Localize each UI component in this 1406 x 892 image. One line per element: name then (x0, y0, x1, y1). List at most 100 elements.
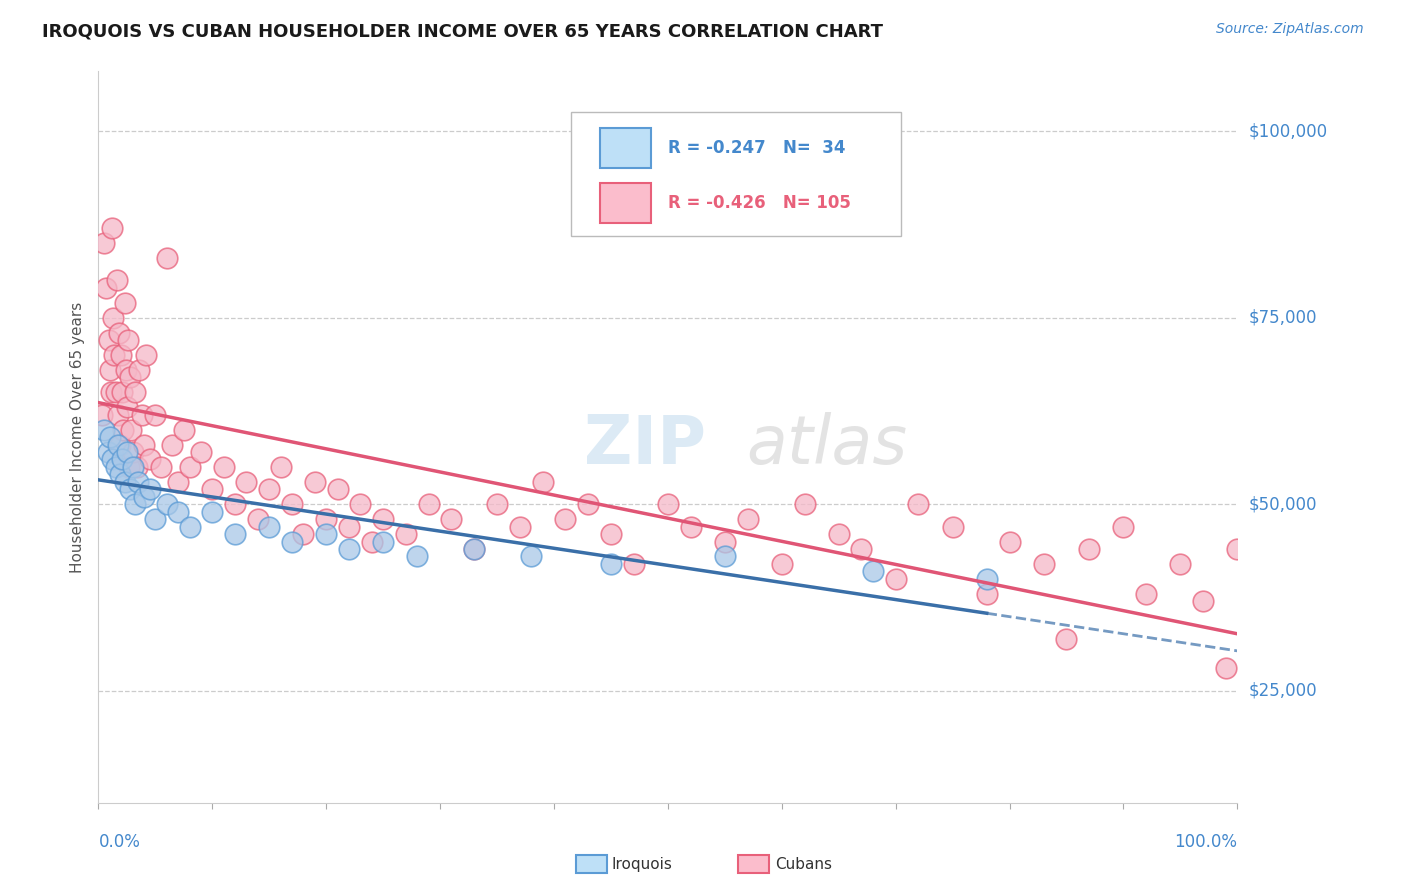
Point (1271, 632, 1294, 646)
Point (224, 527, 246, 541)
Point (463, 542, 485, 557)
Point (201, 505, 224, 519)
Text: ZIP: ZIP (583, 411, 706, 477)
Point (1192, 594, 1215, 608)
Text: $100,000: $100,000 (1249, 122, 1327, 140)
Point (600, 527, 623, 541)
Point (114, 475, 136, 489)
Point (167, 475, 190, 489)
Point (531, 475, 554, 489)
Point (108, 326, 131, 340)
Point (127, 475, 149, 489)
Point (976, 572, 998, 586)
Point (138, 483, 160, 497)
Point (97, 333, 120, 347)
Point (150, 459, 173, 474)
Point (120, 370, 142, 384)
Point (600, 557, 623, 571)
Point (1374, 669, 1396, 683)
Point (121, 459, 143, 474)
Point (1260, 587, 1282, 601)
Point (90, 408, 112, 422)
Text: IROQUOIS VS CUBAN HOUSEHOLDER INCOME OVER 65 YEARS CORRELATION CHART: IROQUOIS VS CUBAN HOUSEHOLDER INCOME OVE… (42, 22, 883, 40)
Point (1385, 676, 1406, 690)
Point (315, 512, 337, 526)
Point (1295, 624, 1317, 639)
Point (156, 251, 179, 265)
Point (114, 295, 136, 310)
Point (104, 385, 127, 400)
Point (259, 519, 281, 533)
Point (337, 519, 360, 533)
Point (112, 423, 135, 437)
Point (121, 445, 143, 459)
Point (281, 534, 304, 549)
Point (127, 459, 149, 474)
Point (418, 497, 440, 511)
Point (281, 497, 304, 511)
Point (737, 512, 759, 526)
Point (1317, 691, 1340, 706)
Point (1112, 519, 1135, 533)
Point (93, 235, 115, 250)
Point (124, 497, 146, 511)
Point (1249, 661, 1271, 675)
Point (862, 565, 884, 579)
Point (132, 490, 155, 504)
Point (107, 408, 129, 422)
Point (1351, 691, 1374, 706)
Point (440, 512, 463, 526)
Point (108, 437, 131, 451)
Point (1362, 654, 1385, 668)
Point (793, 497, 815, 511)
Point (714, 549, 737, 564)
Point (360, 534, 382, 549)
Point (103, 348, 125, 362)
Point (103, 310, 125, 325)
Text: atlas: atlas (747, 411, 908, 477)
Point (93, 423, 115, 437)
Point (118, 459, 141, 474)
Point (1078, 542, 1101, 557)
FancyBboxPatch shape (599, 128, 651, 168)
Y-axis label: Householder Income Over 65 years: Householder Income Over 65 years (69, 301, 84, 573)
Point (212, 459, 235, 474)
Point (246, 512, 269, 526)
Point (173, 423, 195, 437)
Text: R = -0.247   N=  34: R = -0.247 N= 34 (668, 139, 845, 157)
Point (907, 497, 929, 511)
Point (1135, 587, 1157, 601)
Point (406, 549, 429, 564)
Point (224, 497, 246, 511)
Point (201, 483, 224, 497)
Point (96, 445, 118, 459)
Point (679, 519, 702, 533)
Text: Cubans: Cubans (775, 857, 832, 871)
Point (770, 557, 793, 571)
Point (145, 408, 167, 422)
Point (1215, 661, 1237, 675)
Point (114, 363, 136, 377)
Point (292, 527, 315, 541)
Point (100, 385, 122, 400)
Point (851, 542, 873, 557)
Point (270, 459, 292, 474)
Point (337, 542, 360, 557)
Point (554, 512, 576, 526)
Point (1306, 676, 1329, 690)
Point (509, 519, 531, 533)
Point (1032, 557, 1054, 571)
FancyBboxPatch shape (599, 183, 651, 223)
Point (108, 467, 131, 482)
Point (167, 505, 190, 519)
Point (115, 401, 138, 415)
Point (110, 348, 132, 362)
Point (259, 483, 281, 497)
Point (128, 363, 150, 377)
Point (162, 437, 184, 451)
Point (520, 549, 543, 564)
Point (1329, 639, 1351, 653)
Point (349, 497, 371, 511)
Point (1284, 654, 1306, 668)
Point (107, 437, 129, 451)
